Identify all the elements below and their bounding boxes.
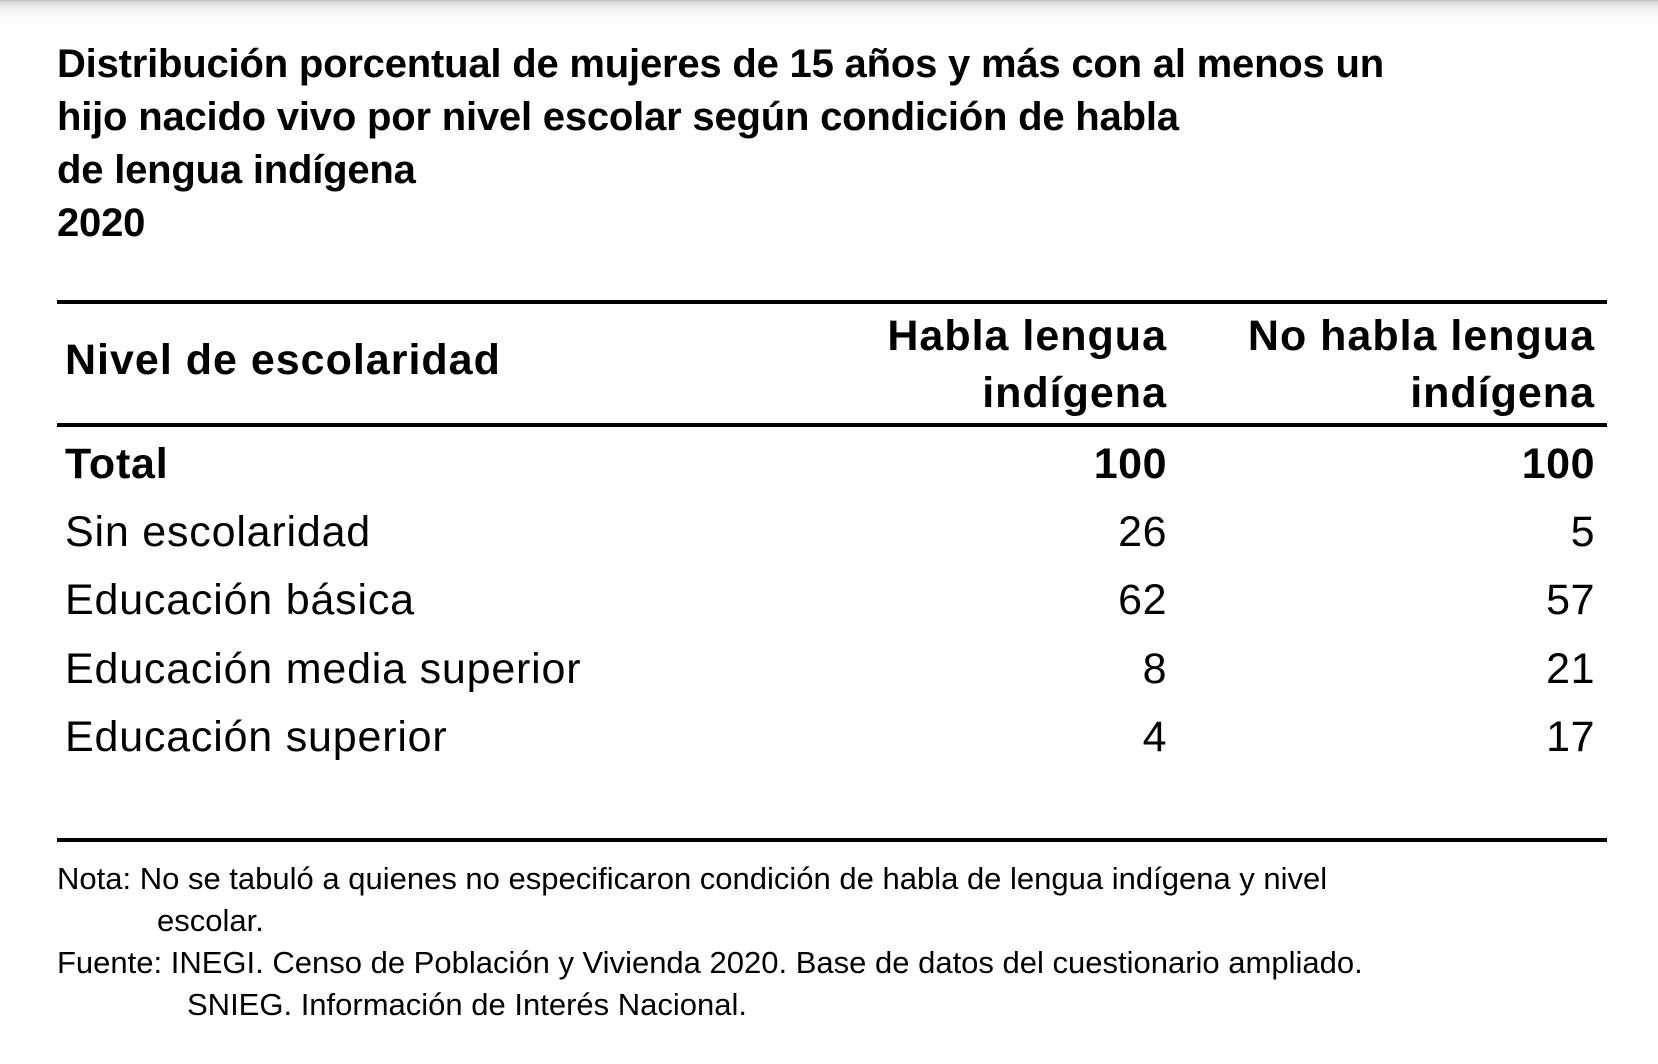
fuente-line-2: SNIEG. Información de Interés Nacional. [187, 987, 747, 1022]
title-year: 2020 [57, 201, 146, 245]
cell-no-habla: 21 [1546, 645, 1595, 693]
table-row-total: Total 100 100 [57, 434, 1607, 494]
row-label: Educación básica [65, 576, 415, 624]
nota-line-1: Nota: No se tabuló a quienes no especifi… [57, 861, 1328, 896]
table-top-rule [57, 300, 1607, 304]
top-edge-shadow [0, 0, 1658, 24]
table-bottom-rule [57, 838, 1607, 842]
header-habla-lengua-indigena: Habla lengua indígena [887, 308, 1167, 422]
footnotes: Nota: No se tabuló a quienes no especifi… [57, 858, 1637, 1026]
header-no-habla-line-2: indígena [1410, 369, 1595, 417]
page-title: Distribución porcentual de mujeres de 15… [57, 38, 1637, 250]
table-row: Educación media superior 8 21 [57, 639, 1607, 699]
title-line-1: Distribución porcentual de mujeres de 15… [57, 42, 1384, 86]
header-habla-line-2: indígena [982, 369, 1167, 417]
header-nivel-escolaridad: Nivel de escolaridad [65, 336, 501, 384]
cell-habla: 26 [1118, 508, 1167, 556]
cell-habla: 8 [1142, 645, 1167, 693]
title-line-3: de lengua indígena [57, 148, 416, 192]
row-label: Sin escolaridad [65, 508, 372, 556]
cell-habla: 62 [1118, 576, 1167, 624]
cell-habla: 100 [1093, 440, 1167, 488]
header-no-habla-line-1: No habla lengua [1247, 312, 1595, 360]
cell-no-habla: 57 [1546, 576, 1595, 624]
row-label: Educación superior [65, 713, 448, 761]
cell-no-habla: 100 [1521, 440, 1595, 488]
row-label: Total [65, 440, 169, 488]
header-bottom-rule [57, 423, 1607, 427]
fuente-line-1: Fuente: INEGI. Censo de Población y Vivi… [57, 945, 1363, 980]
table-row: Educación superior 4 17 [57, 707, 1607, 767]
table-row: Sin escolaridad 26 5 [57, 502, 1607, 562]
cell-no-habla: 5 [1570, 508, 1595, 556]
title-line-2: hijo nacido vivo por nivel escolar según… [57, 95, 1179, 139]
cell-habla: 4 [1142, 713, 1167, 761]
header-no-habla-lengua-indigena: No habla lengua indígena [1248, 308, 1595, 422]
cell-no-habla: 17 [1546, 713, 1595, 761]
header-habla-line-1: Habla lengua [887, 312, 1167, 360]
table-row: Educación básica 62 57 [57, 570, 1607, 630]
row-label: Educación media superior [65, 645, 582, 693]
nota-line-2: escolar. [157, 903, 264, 938]
